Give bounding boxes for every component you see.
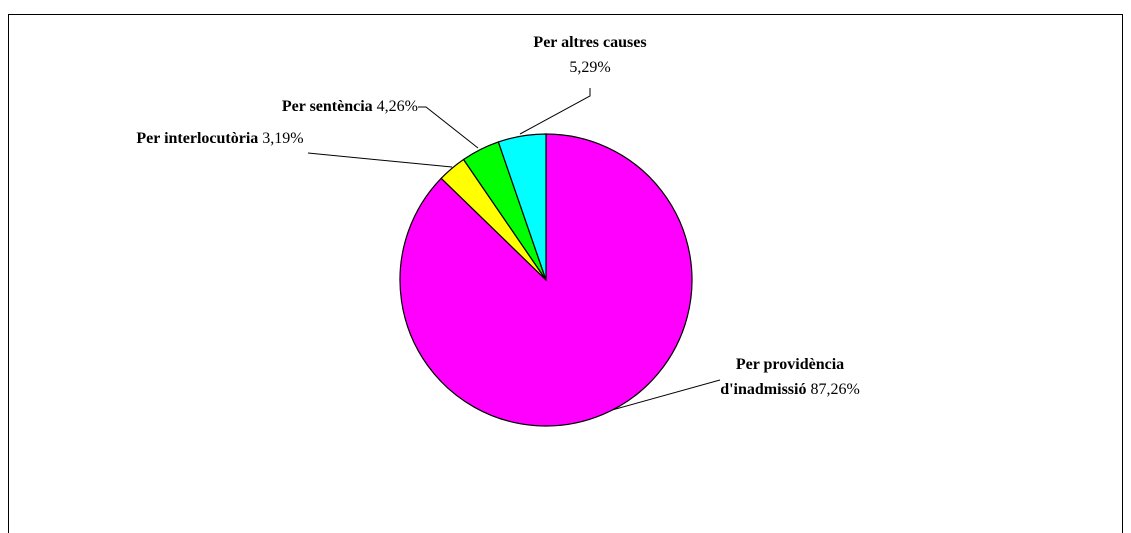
category-label: Per interlocutòria — [136, 130, 259, 147]
category-label: Per providència d'inadmissió — [720, 356, 845, 398]
leader-line — [519, 88, 591, 135]
slice-label: Per altres causes 5,29% — [515, 30, 665, 80]
category-label: Per altres causes — [533, 34, 647, 51]
frame — [8, 14, 1123, 533]
value-label: 4,26% — [376, 98, 418, 115]
slice-label: Per sentència 4,26% — [158, 94, 418, 119]
leader-lines — [307, 88, 721, 411]
value-label: 3,19% — [262, 130, 304, 147]
slice-label: Per providència d'inadmissió 87,26% — [700, 352, 880, 402]
pie-slice — [497, 133, 547, 281]
value-label: 5,29% — [569, 59, 611, 76]
slice-label: Per interlocutòria 3,19% — [120, 126, 320, 151]
value-label: 87,26% — [810, 381, 860, 398]
leader-line — [307, 152, 453, 168]
leader-line — [611, 379, 721, 411]
leader-line — [418, 106, 479, 149]
category-label: Per sentència — [281, 98, 373, 115]
